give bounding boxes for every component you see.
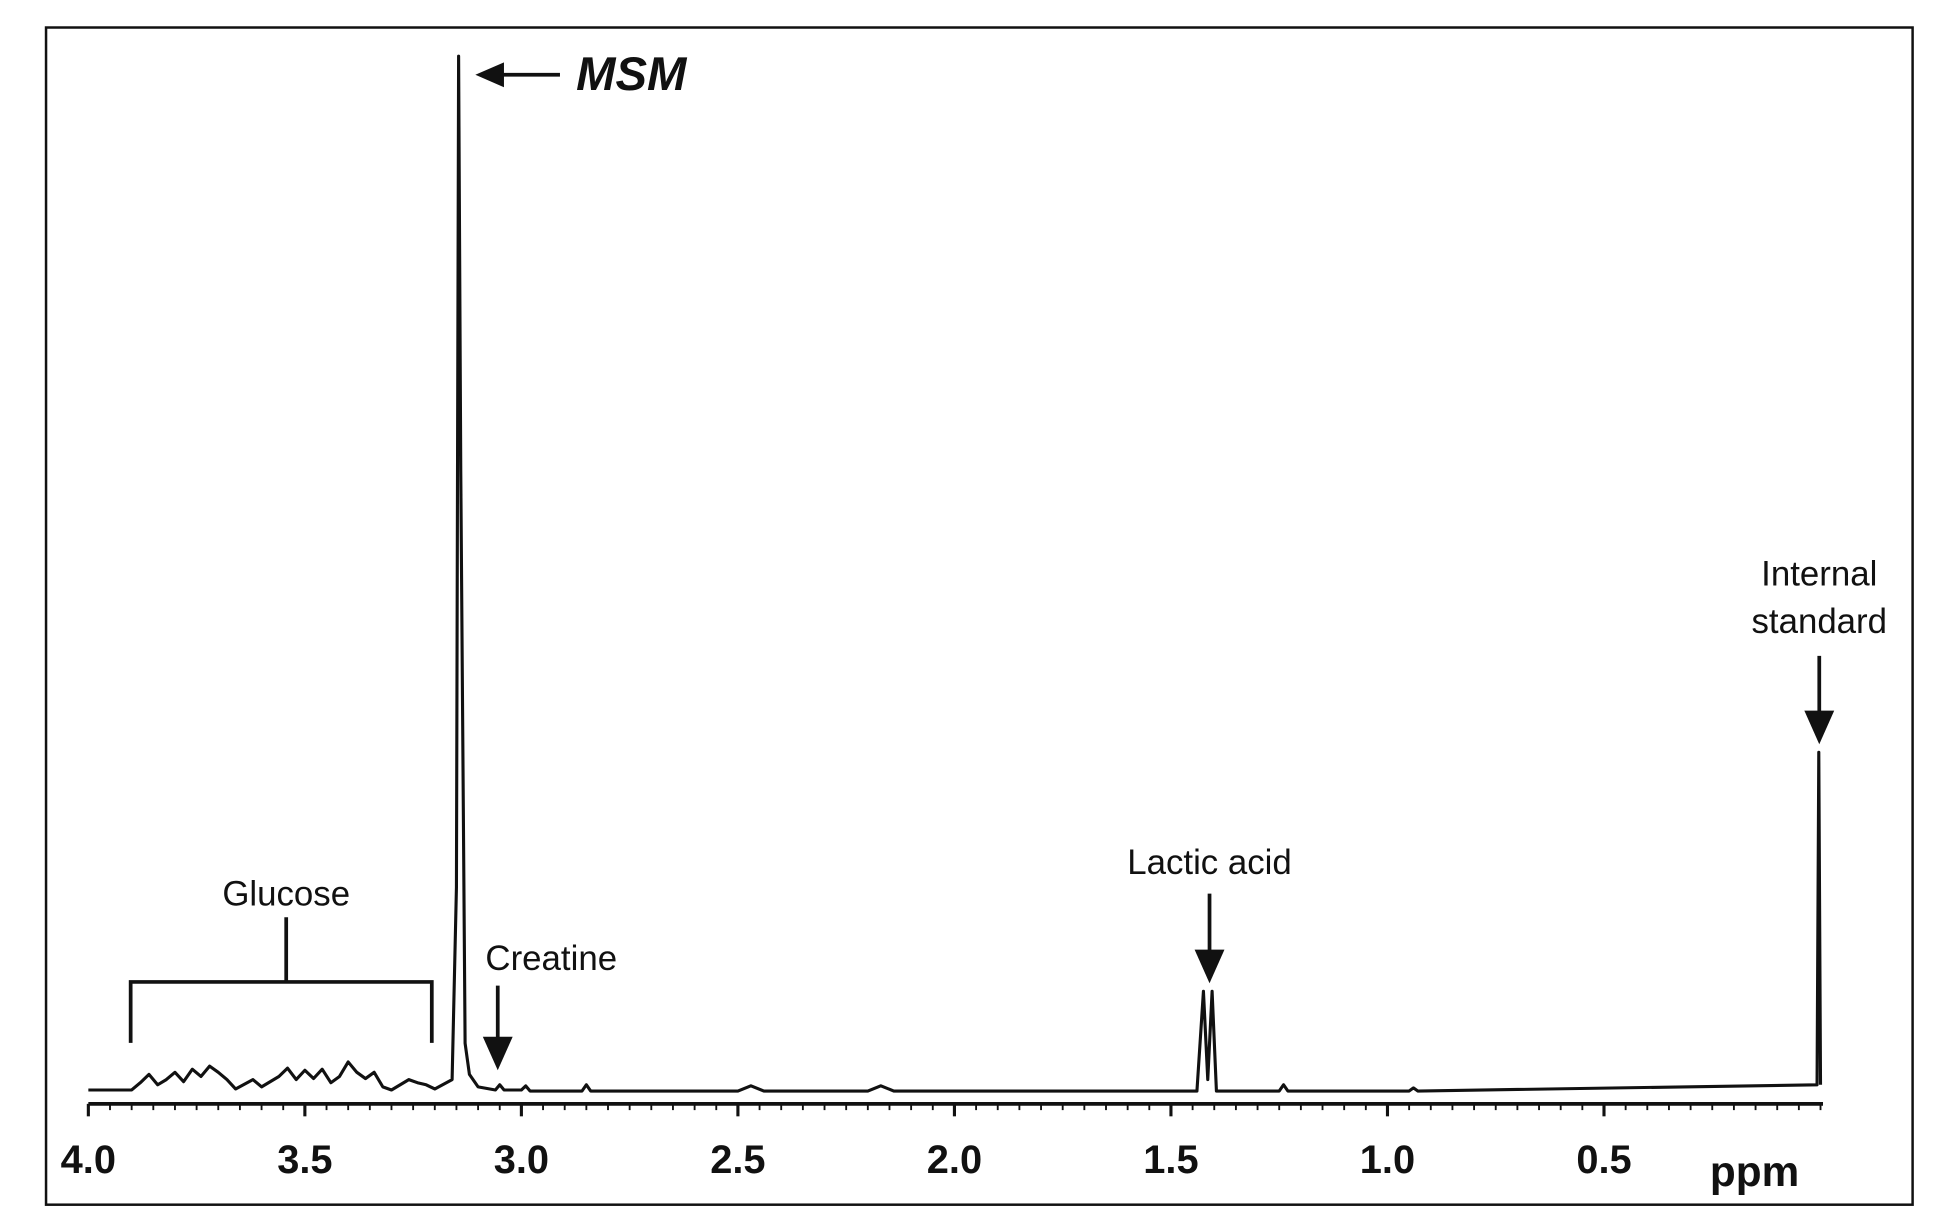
glucose-annotation: Glucose bbox=[128, 874, 434, 1043]
x-axis-label: ppm bbox=[1710, 1148, 1799, 1195]
spectrum-line bbox=[88, 54, 1823, 1093]
x-tick-label: 3.0 bbox=[494, 1138, 549, 1182]
frame bbox=[44, 26, 1914, 1206]
x-tick-label: 4.0 bbox=[61, 1138, 116, 1182]
x-tick-label: 2.5 bbox=[710, 1138, 765, 1182]
annotation: Creatine bbox=[485, 939, 617, 978]
x-tick-label: 2.0 bbox=[927, 1138, 982, 1182]
annotation: Internal bbox=[1761, 554, 1877, 593]
msm-annotation: MSM bbox=[475, 48, 688, 101]
x-tick-label: 1.0 bbox=[1360, 1138, 1415, 1182]
creatine-annotation: Creatine bbox=[482, 939, 617, 1071]
internal-standard-annotation: Internal standard bbox=[1752, 554, 1888, 745]
annotation: MSM bbox=[576, 48, 688, 101]
annotation: standard bbox=[1752, 602, 1888, 641]
x-tick-label: 1.5 bbox=[1143, 1138, 1198, 1182]
lactic-acid-annotation: Lactic acid bbox=[1127, 843, 1292, 984]
annotation: Lactic acid bbox=[1127, 843, 1292, 882]
x-tick-label: 0.5 bbox=[1576, 1138, 1631, 1182]
x-tick-label: 3.5 bbox=[277, 1138, 332, 1182]
annotation: Glucose bbox=[222, 874, 350, 913]
